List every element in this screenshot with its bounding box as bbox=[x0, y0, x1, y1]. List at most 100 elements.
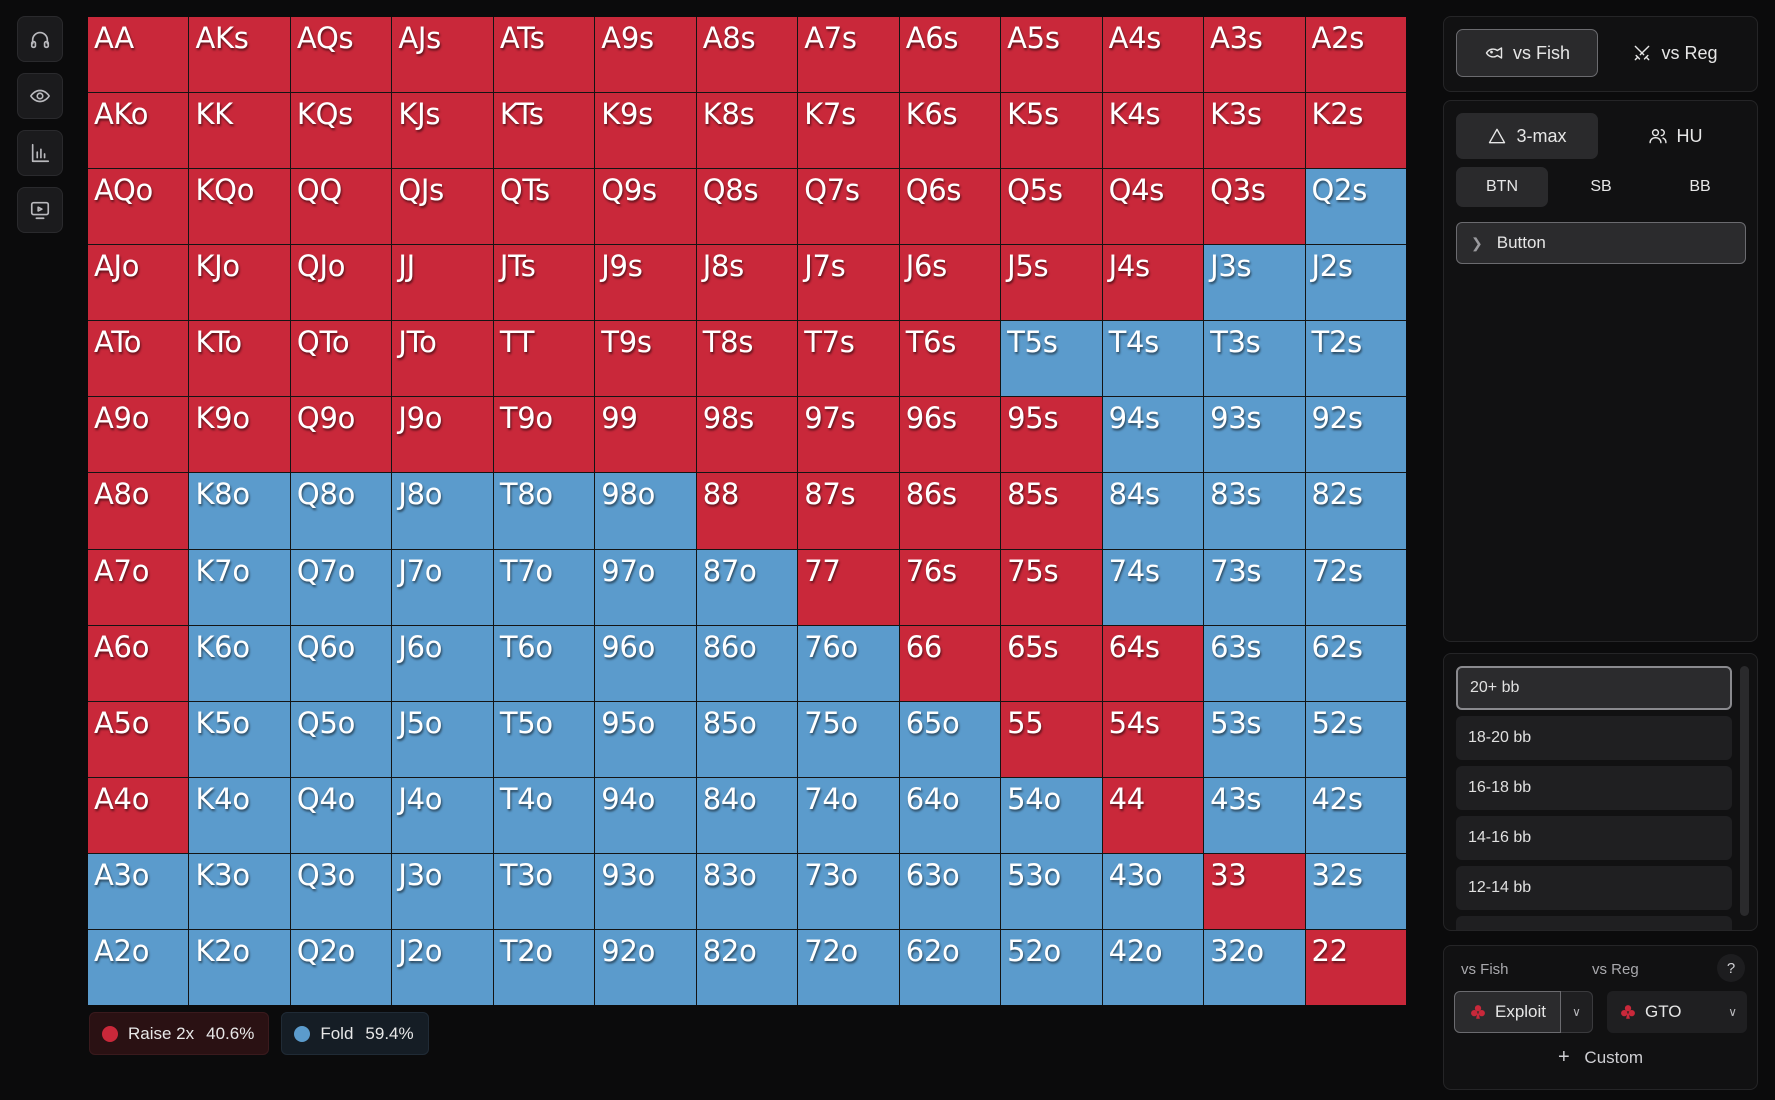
hand-cell[interactable]: K2s bbox=[1305, 93, 1406, 169]
hand-cell[interactable]: 86s bbox=[899, 473, 1001, 549]
hand-cell[interactable]: 55 bbox=[1001, 701, 1102, 777]
hand-cell[interactable]: T6s bbox=[899, 321, 1001, 397]
hand-cell[interactable]: 85o bbox=[696, 701, 798, 777]
hand-cell[interactable]: 75s bbox=[1001, 549, 1102, 625]
hand-cell[interactable]: 82s bbox=[1305, 473, 1406, 549]
hand-cell[interactable]: JTo bbox=[392, 321, 493, 397]
fish-strategy-dropdown[interactable]: ∨ bbox=[1561, 991, 1593, 1033]
hand-cell[interactable]: ATs bbox=[493, 17, 595, 93]
hand-cell[interactable]: 63s bbox=[1204, 625, 1305, 701]
hand-cell[interactable]: 93s bbox=[1204, 397, 1305, 473]
hand-cell[interactable]: J8s bbox=[696, 245, 798, 321]
hand-cell[interactable]: 33 bbox=[1204, 853, 1305, 929]
hand-cell[interactable]: 83o bbox=[696, 853, 798, 929]
hand-cell[interactable]: Q6o bbox=[290, 625, 392, 701]
hand-cell[interactable]: A7o bbox=[88, 549, 189, 625]
hand-cell[interactable]: TT bbox=[493, 321, 595, 397]
hand-cell[interactable]: K5s bbox=[1001, 93, 1102, 169]
hand-cell[interactable]: 65o bbox=[899, 701, 1001, 777]
stack-depth-item[interactable]: 20+ bb bbox=[1456, 666, 1732, 710]
hand-cell[interactable]: K4o bbox=[189, 777, 290, 853]
hand-cell[interactable]: J4o bbox=[392, 777, 493, 853]
hand-cell[interactable]: KJo bbox=[189, 245, 290, 321]
hand-cell[interactable]: A7s bbox=[798, 17, 899, 93]
hand-cell[interactable]: 76o bbox=[798, 625, 899, 701]
hand-cell[interactable]: K7o bbox=[189, 549, 290, 625]
hand-cell[interactable]: 92o bbox=[595, 929, 696, 1005]
hand-cell[interactable]: J3o bbox=[392, 853, 493, 929]
hand-cell[interactable]: J4s bbox=[1102, 245, 1204, 321]
hand-cell[interactable]: 62o bbox=[899, 929, 1001, 1005]
hand-cell[interactable]: T3s bbox=[1204, 321, 1305, 397]
tab-vs-fish[interactable]: vs Fish bbox=[1456, 29, 1598, 77]
hand-cell[interactable]: K3s bbox=[1204, 93, 1305, 169]
hand-cell[interactable]: 88 bbox=[696, 473, 798, 549]
hand-cell[interactable]: K6s bbox=[899, 93, 1001, 169]
hand-cell[interactable]: 62s bbox=[1305, 625, 1406, 701]
hand-cell[interactable]: 87o bbox=[696, 549, 798, 625]
hand-cell[interactable]: Q3o bbox=[290, 853, 392, 929]
screen-button[interactable] bbox=[17, 187, 63, 233]
hand-cell[interactable]: 94s bbox=[1102, 397, 1204, 473]
hand-cell[interactable]: 85s bbox=[1001, 473, 1102, 549]
hand-cell[interactable]: 73s bbox=[1204, 549, 1305, 625]
custom-button[interactable]: + Custom bbox=[1444, 1046, 1757, 1069]
hand-cell[interactable]: KQo bbox=[189, 169, 290, 245]
hand-cell[interactable]: 64o bbox=[899, 777, 1001, 853]
hand-cell[interactable]: QQ bbox=[290, 169, 392, 245]
hand-cell[interactable]: 42s bbox=[1305, 777, 1406, 853]
hand-cell[interactable]: J2o bbox=[392, 929, 493, 1005]
hand-cell[interactable]: 64s bbox=[1102, 625, 1204, 701]
hand-cell[interactable]: T8o bbox=[493, 473, 595, 549]
hand-cell[interactable]: K9s bbox=[595, 93, 696, 169]
hand-cell[interactable]: J6s bbox=[899, 245, 1001, 321]
hand-cell[interactable]: J5o bbox=[392, 701, 493, 777]
hand-cell[interactable]: T5s bbox=[1001, 321, 1102, 397]
stack-depth-item[interactable]: 14-16 bb bbox=[1456, 816, 1732, 860]
stack-depth-item[interactable]: 16-18 bb bbox=[1456, 766, 1732, 810]
hand-cell[interactable]: A3s bbox=[1204, 17, 1305, 93]
hand-cell[interactable]: J9s bbox=[595, 245, 696, 321]
hand-cell[interactable]: 86o bbox=[696, 625, 798, 701]
hand-cell[interactable]: J2s bbox=[1305, 245, 1406, 321]
hand-cell[interactable]: 53s bbox=[1204, 701, 1305, 777]
hand-cell[interactable]: 98s bbox=[696, 397, 798, 473]
hand-cell[interactable]: 54o bbox=[1001, 777, 1102, 853]
eye-button[interactable] bbox=[17, 73, 63, 119]
hand-cell[interactable]: 72s bbox=[1305, 549, 1406, 625]
hand-cell[interactable]: A3o bbox=[88, 853, 189, 929]
hand-cell[interactable]: T2s bbox=[1305, 321, 1406, 397]
hand-cell[interactable]: Q5o bbox=[290, 701, 392, 777]
hand-cell[interactable]: 74o bbox=[798, 777, 899, 853]
hand-cell[interactable]: 99 bbox=[595, 397, 696, 473]
hand-cell[interactable]: A4s bbox=[1102, 17, 1204, 93]
hand-cell[interactable]: Q4o bbox=[290, 777, 392, 853]
hand-cell[interactable]: J8o bbox=[392, 473, 493, 549]
hand-cell[interactable]: K6o bbox=[189, 625, 290, 701]
hand-cell[interactable]: QTo bbox=[290, 321, 392, 397]
hand-cell[interactable]: A4o bbox=[88, 777, 189, 853]
hand-cell[interactable]: QJo bbox=[290, 245, 392, 321]
hand-cell[interactable]: 43o bbox=[1102, 853, 1204, 929]
hand-cell[interactable]: QJs bbox=[392, 169, 493, 245]
hand-cell[interactable]: K8o bbox=[189, 473, 290, 549]
position-bb[interactable]: BB bbox=[1689, 178, 1711, 195]
hand-cell[interactable]: JTs bbox=[493, 245, 595, 321]
position-selector[interactable]: ❯ Button bbox=[1456, 222, 1746, 264]
hand-cell[interactable]: A8s bbox=[696, 17, 798, 93]
hand-cell[interactable]: 72o bbox=[798, 929, 899, 1005]
hand-cell[interactable]: T8s bbox=[696, 321, 798, 397]
hand-cell[interactable]: 94o bbox=[595, 777, 696, 853]
hand-cell[interactable]: 92s bbox=[1305, 397, 1406, 473]
hand-cell[interactable]: T7s bbox=[798, 321, 899, 397]
hand-cell[interactable]: Q2s bbox=[1305, 169, 1406, 245]
hand-cell[interactable]: 84o bbox=[696, 777, 798, 853]
tab-hu[interactable]: HU bbox=[1604, 113, 1746, 159]
hand-cell[interactable]: 44 bbox=[1102, 777, 1204, 853]
hand-cell[interactable]: Q8s bbox=[696, 169, 798, 245]
hand-cell[interactable]: K8s bbox=[696, 93, 798, 169]
hand-cell[interactable]: Q7o bbox=[290, 549, 392, 625]
hand-cell[interactable]: ATo bbox=[88, 321, 189, 397]
hand-cell[interactable]: Q8o bbox=[290, 473, 392, 549]
hand-cell[interactable]: A5s bbox=[1001, 17, 1102, 93]
